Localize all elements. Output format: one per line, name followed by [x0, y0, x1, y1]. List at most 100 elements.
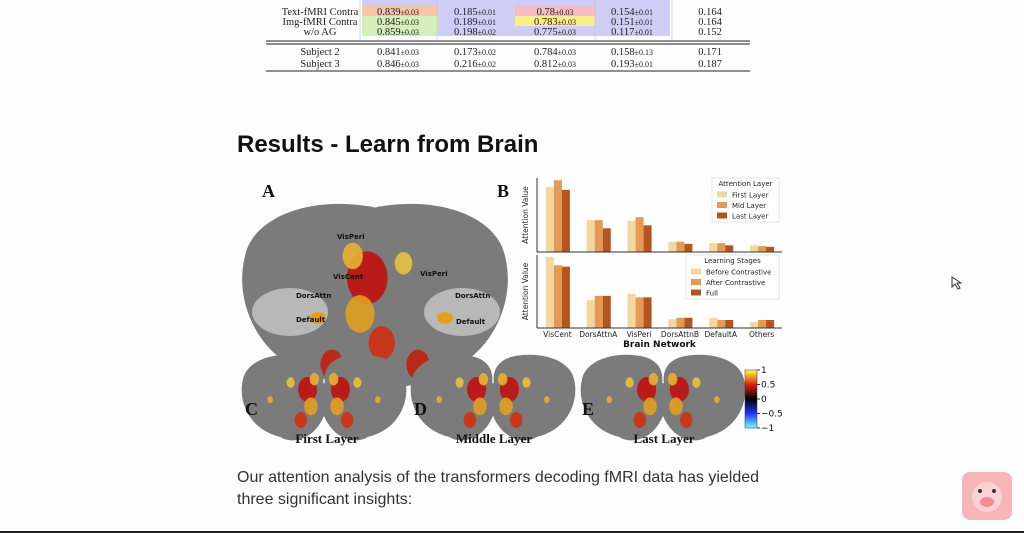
cell: 0.158±0.13	[611, 47, 653, 58]
activation	[436, 396, 442, 404]
bar	[635, 297, 644, 328]
legend-swatch	[691, 268, 701, 275]
activation	[667, 373, 678, 386]
cell-bg	[515, 26, 595, 36]
cell-value: 0.216	[454, 59, 478, 70]
cell: 0.783±0.03	[534, 17, 576, 28]
bar	[725, 245, 734, 252]
bar	[545, 186, 554, 252]
x-tick-label: DefaultA	[704, 330, 737, 339]
cell-std: ±0.03	[401, 8, 419, 17]
activation	[353, 377, 362, 388]
cell: 0.151±0.01	[611, 17, 653, 28]
bar	[553, 265, 562, 328]
cell-std: ±0.01	[478, 8, 496, 17]
region-label: Default	[296, 316, 326, 324]
bar	[643, 297, 652, 328]
bar	[668, 241, 677, 252]
legend-swatch	[691, 279, 701, 285]
panel-label: C	[245, 399, 258, 419]
bar	[758, 246, 767, 252]
activation	[330, 397, 344, 416]
cell: 0.78±0.03	[537, 7, 574, 18]
layer-label: Middle Layer	[456, 431, 532, 446]
bar	[717, 243, 726, 252]
region-label: VisCent	[333, 273, 364, 281]
region-label: VisPeri	[337, 233, 365, 241]
cell-std: ±0.02	[478, 48, 496, 57]
hemisphere	[659, 354, 746, 441]
legend-title: Learning Stages	[704, 257, 761, 265]
x-tick-label: DorsAttnA	[579, 330, 618, 339]
activation	[455, 377, 464, 388]
activation	[643, 397, 657, 416]
activation	[342, 242, 363, 270]
cell-value: 0.784	[534, 47, 558, 58]
activation	[294, 412, 307, 428]
cell-value: 0.839	[377, 7, 401, 18]
colorbar-label: 0.5	[761, 381, 775, 391]
cell-value: 0.841	[377, 47, 401, 58]
bar	[635, 217, 644, 252]
cell: 0.187	[698, 59, 722, 70]
hemisphere	[324, 203, 508, 387]
cell-std: ±0.03	[558, 60, 576, 69]
bar	[545, 257, 554, 328]
bar	[676, 317, 685, 328]
cortex	[489, 354, 576, 441]
bar	[561, 189, 570, 252]
cell-bg	[438, 16, 515, 26]
legend-label: Before Contrastive	[706, 269, 771, 277]
cell: 0.841±0.03	[377, 47, 419, 58]
row-label: Subject 2	[300, 47, 339, 58]
pig-nose	[980, 497, 994, 507]
bar	[668, 319, 677, 328]
hemisphere	[489, 354, 576, 441]
layer-label: Last Layer	[633, 431, 694, 446]
colorbar-label: 0	[761, 395, 767, 405]
region-label: VisPeri	[420, 270, 448, 278]
region-label: Default	[456, 318, 486, 326]
activation	[544, 396, 550, 404]
cell-std: ±0.03	[401, 60, 419, 69]
activation	[669, 397, 683, 416]
bar	[750, 322, 759, 328]
legend-title: Attention Layer	[718, 180, 772, 188]
x-tick-label: Others	[749, 330, 774, 339]
cell: 0.784±0.03	[534, 47, 576, 58]
cell: 0.171	[698, 47, 722, 58]
bar	[766, 319, 775, 328]
cell: 0.164	[698, 7, 722, 18]
legend-label: Last Layer	[732, 213, 768, 221]
cell-std: ±0.01	[635, 18, 653, 27]
bar	[717, 319, 726, 328]
cell-std: ±0.03	[558, 28, 576, 37]
bar	[602, 228, 611, 252]
cell-value: 0.158	[611, 47, 635, 58]
row-label: Subject 3	[300, 59, 339, 70]
region-label: DorsAttn	[455, 292, 490, 300]
cortex	[241, 354, 328, 441]
cell: 0.173±0.02	[454, 47, 496, 58]
brain-3d	[252, 288, 328, 336]
activation	[714, 396, 720, 404]
cell-std: ±0.01	[635, 60, 653, 69]
cell-value: 0.812	[534, 59, 558, 70]
cell: 0.845±0.03	[377, 17, 419, 28]
panel-label: E	[582, 399, 594, 419]
cell-std: ±0.02	[478, 28, 496, 37]
cell-value: 0.78	[537, 7, 555, 18]
region-label: DorsAttn	[296, 292, 331, 300]
cell-std: ±0.03	[401, 18, 419, 27]
table-shade	[362, 0, 670, 6]
cell-value: 0.185	[454, 7, 478, 18]
cell-bg	[438, 6, 515, 16]
activation	[368, 326, 395, 360]
x-tick-label: DorsAttnB	[661, 330, 699, 339]
bar	[684, 243, 693, 252]
activation	[328, 373, 339, 386]
panel-label: D	[414, 399, 427, 419]
bar	[709, 317, 718, 328]
row-label: Img-fMRI Contra	[283, 17, 358, 28]
bar	[561, 266, 570, 328]
